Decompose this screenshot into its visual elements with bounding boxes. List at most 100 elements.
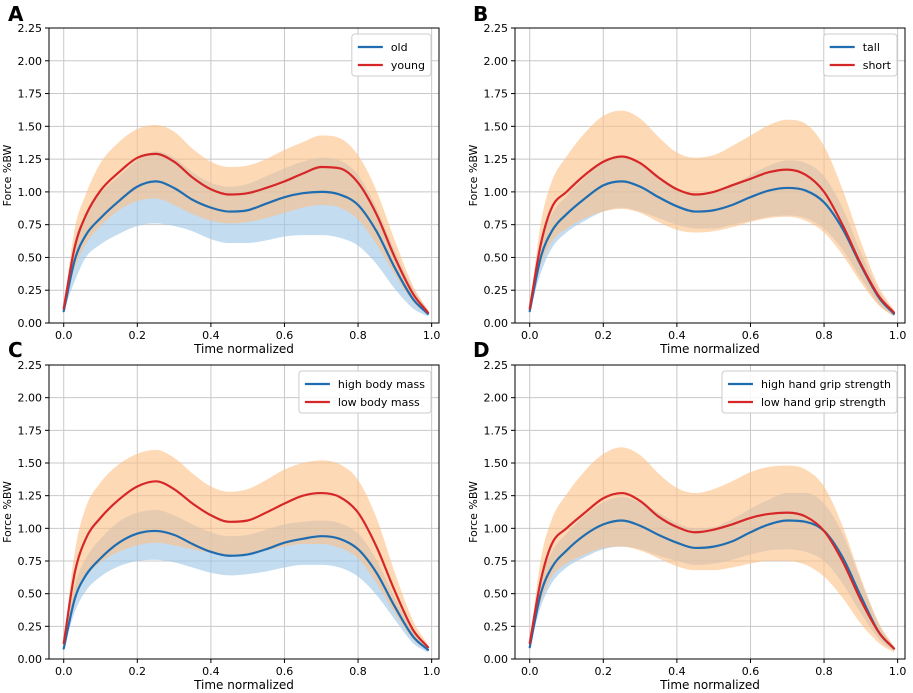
ytick-label-c-1: 0.25	[18, 620, 43, 633]
ytick-label-d-5: 1.25	[484, 490, 509, 503]
legend-label-d-1: low hand grip strength	[761, 396, 886, 409]
xtick-label-a-3: 0.6	[276, 329, 294, 342]
ytick-label-c-8: 2.00	[18, 392, 43, 405]
ytick-label-a-5: 1.25	[18, 153, 43, 166]
ytick-label-a-7: 1.75	[18, 88, 43, 101]
ytick-label-b-0: 0.00	[484, 317, 509, 330]
ytick-label-b-6: 1.50	[484, 120, 509, 133]
line-d-1	[528, 491, 896, 650]
legend-label-d-0: high hand grip strength	[761, 378, 891, 391]
legend-box-c	[298, 370, 432, 414]
panel-label-d: D	[473, 338, 490, 362]
band-c-1	[63, 449, 428, 652]
axes-frame-d	[514, 364, 906, 660]
ytick-label-a-3: 0.75	[18, 219, 43, 232]
legend-label-a-1: young	[391, 59, 425, 72]
ytick-label-d-9: 2.25	[484, 359, 509, 372]
y-axis-label-d: Force %BW	[467, 481, 480, 543]
y-axis-label-a: Force %BW	[1, 145, 14, 207]
panel-b: B 0.0 0.2 0.4 0.6 0.8 1.0 0.00 0.25 0.50 0.75 1.00 1…	[467, 2, 906, 356]
x-axis-label-a: Time normalized	[193, 342, 294, 356]
ytick-label-b-1: 0.25	[484, 284, 509, 297]
ytick-label-d-6: 1.50	[484, 457, 509, 470]
ytick-label-c-3: 0.75	[18, 555, 43, 568]
line-c-1	[62, 480, 430, 649]
ytick-label-b-5: 1.25	[484, 153, 509, 166]
line-a-1	[62, 152, 430, 314]
xtick-label-b-3: 0.6	[742, 329, 760, 342]
xtick-label-a-0: 0.0	[55, 329, 73, 342]
ytick-label-d-7: 1.75	[484, 424, 509, 437]
xtick-label-a-4: 0.8	[349, 329, 367, 342]
xtick-label-b-0: 0.0	[521, 329, 539, 342]
y-axis-label-c: Force %BW	[1, 481, 14, 543]
band-a-1	[63, 125, 428, 316]
legend-label-b-1: short	[863, 59, 892, 72]
band-d-1	[529, 447, 894, 653]
panel-c: C 0.0 0.2 0.4 0.6 0.8 1.0 0.00 0.25 0.50 0.75 1.00 1…	[1, 338, 440, 692]
legend-a: old young	[351, 33, 432, 77]
ytick-label-c-4: 1.00	[18, 522, 43, 535]
xtick-label-c-4: 0.8	[349, 665, 367, 678]
ytick-label-b-8: 2.00	[484, 55, 509, 68]
ytick-label-a-8: 2.00	[18, 55, 43, 68]
ytick-label-a-0: 0.00	[18, 317, 43, 330]
xtick-label-d-3: 0.6	[742, 665, 760, 678]
axes-frame-b	[514, 27, 906, 324]
xtick-label-b-4: 0.8	[815, 329, 833, 342]
legend-label-c-1: low body mass	[338, 396, 420, 409]
ytick-label-d-1: 0.25	[484, 620, 509, 633]
legend-b: tall short	[823, 33, 898, 77]
xtick-label-c-3: 0.6	[276, 665, 294, 678]
line-b-1	[528, 155, 896, 314]
ytick-label-b-3: 0.75	[484, 219, 509, 232]
line-b-0	[528, 180, 896, 315]
xtick-label-d-1: 0.2	[595, 665, 613, 678]
ytick-label-a-1: 0.25	[18, 284, 43, 297]
ytick-label-a-9: 2.25	[18, 22, 43, 35]
ytick-label-d-3: 0.75	[484, 555, 509, 568]
legend-c: high body mass low body mass	[298, 370, 432, 414]
x-axis-label-d: Time normalized	[659, 678, 760, 692]
ytick-label-d-8: 2.00	[484, 392, 509, 405]
line-a-0	[62, 180, 430, 315]
panel-label-b: B	[473, 2, 488, 26]
xtick-label-b-2: 0.4	[668, 329, 686, 342]
y-axis-label-b: Force %BW	[467, 145, 480, 207]
ytick-label-b-9: 2.25	[484, 22, 509, 35]
ytick-label-c-6: 1.50	[18, 457, 43, 470]
xtick-label-a-5: 1.0	[423, 329, 441, 342]
x-axis-label-b: Time normalized	[659, 342, 760, 356]
line-d-0	[528, 519, 896, 650]
xtick-label-c-0: 0.0	[55, 665, 73, 678]
xtick-label-c-2: 0.4	[202, 665, 220, 678]
ytick-label-d-0: 0.00	[484, 653, 509, 666]
ytick-label-c-2: 0.50	[18, 588, 43, 601]
xtick-label-a-1: 0.2	[129, 329, 147, 342]
legend-label-b-0: tall	[863, 41, 880, 54]
line-c-0	[62, 529, 430, 651]
xtick-label-d-5: 1.0	[889, 665, 907, 678]
panel-a: A 0.0 0.2 0.4 0.6 0.8 1.0 0.00 0.25 0.50 0.75 1.00 1…	[1, 2, 440, 356]
legend-box-d	[721, 370, 898, 414]
axes-frame-a	[48, 27, 440, 324]
ytick-label-a-6: 1.50	[18, 120, 43, 133]
band-b-1	[529, 110, 894, 317]
xtick-label-c-5: 1.0	[423, 665, 441, 678]
x-axis-label-c: Time normalized	[193, 678, 294, 692]
ytick-label-a-4: 1.00	[18, 186, 43, 199]
xtick-label-c-1: 0.2	[129, 665, 147, 678]
xtick-label-d-0: 0.0	[521, 665, 539, 678]
panel-d: D 0.0 0.2 0.4 0.6 0.8 1.0 0.00 0.25 0.50 0.75 1.00 1…	[467, 338, 906, 692]
xtick-label-d-2: 0.4	[668, 665, 686, 678]
ytick-label-c-9: 2.25	[18, 359, 43, 372]
panel-label-a: A	[8, 2, 24, 26]
ytick-label-d-2: 0.50	[484, 588, 509, 601]
xtick-label-a-2: 0.4	[202, 329, 220, 342]
legend-label-c-0: high body mass	[338, 378, 425, 391]
ytick-label-c-0: 0.00	[18, 653, 43, 666]
panel-label-c: C	[8, 338, 23, 362]
xtick-label-d-4: 0.8	[815, 665, 833, 678]
ytick-label-d-4: 1.00	[484, 522, 509, 535]
